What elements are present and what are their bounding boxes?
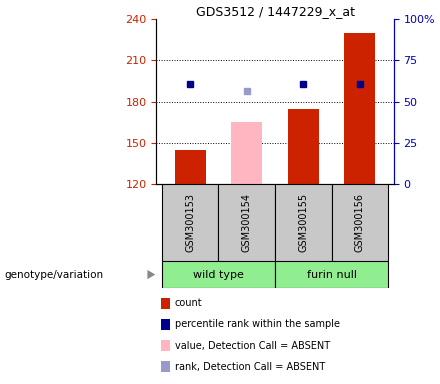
Bar — [332, 184, 388, 261]
Bar — [275, 184, 332, 261]
Text: genotype/variation: genotype/variation — [4, 270, 103, 280]
Bar — [231, 122, 262, 184]
Text: GSM300156: GSM300156 — [355, 193, 365, 252]
Text: GSM300155: GSM300155 — [298, 193, 308, 252]
Text: percentile rank within the sample: percentile rank within the sample — [175, 319, 340, 329]
Bar — [162, 184, 218, 261]
Text: count: count — [175, 298, 202, 308]
Text: GSM300154: GSM300154 — [242, 193, 252, 252]
Text: furin null: furin null — [307, 270, 356, 280]
Text: GSM300153: GSM300153 — [185, 193, 195, 252]
Bar — [345, 33, 375, 184]
Bar — [275, 261, 388, 288]
Bar — [162, 261, 275, 288]
Title: GDS3512 / 1447229_x_at: GDS3512 / 1447229_x_at — [195, 5, 355, 18]
Text: rank, Detection Call = ABSENT: rank, Detection Call = ABSENT — [175, 362, 325, 372]
Bar — [288, 109, 319, 184]
Bar — [218, 184, 275, 261]
Bar — [175, 150, 206, 184]
Text: wild type: wild type — [193, 270, 244, 280]
Text: value, Detection Call = ABSENT: value, Detection Call = ABSENT — [175, 341, 330, 351]
